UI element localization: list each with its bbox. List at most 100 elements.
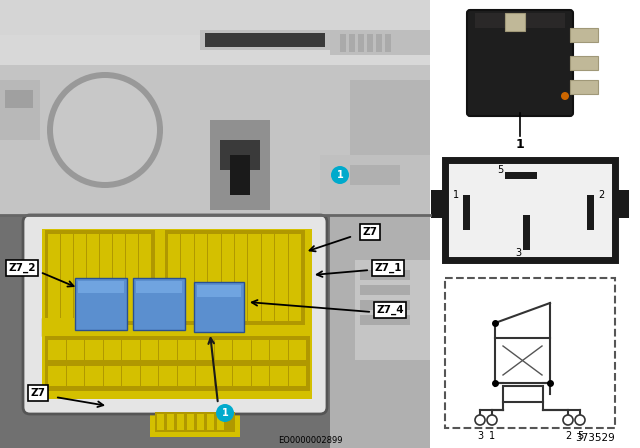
Bar (615, 190, 629, 218)
Bar (367, 34, 373, 52)
Bar (207, 414, 214, 430)
Bar (141, 366, 158, 386)
Bar (122, 366, 140, 386)
Bar (270, 366, 287, 386)
Bar (445, 278, 615, 428)
FancyBboxPatch shape (23, 215, 327, 414)
Bar (85, 366, 102, 386)
Text: 2: 2 (598, 190, 604, 200)
Circle shape (216, 404, 234, 422)
Text: 3: 3 (477, 431, 483, 441)
Bar (475, 13, 565, 28)
Circle shape (75, 100, 135, 160)
Bar (210, 120, 270, 210)
Bar (0, 0, 430, 40)
Bar (5, 90, 33, 108)
Bar (78, 281, 124, 293)
Bar (505, 13, 525, 31)
Bar (221, 234, 234, 321)
Text: Z7_4: Z7_4 (376, 305, 404, 315)
Circle shape (53, 78, 157, 182)
Bar (48, 234, 60, 321)
Bar (104, 340, 121, 360)
Bar (75, 278, 127, 330)
Bar (67, 366, 84, 386)
Bar (233, 340, 250, 360)
Text: 1: 1 (453, 190, 459, 200)
Bar (100, 234, 112, 321)
Bar (177, 340, 195, 360)
Bar (252, 340, 269, 360)
Circle shape (97, 122, 113, 138)
Bar (233, 366, 250, 386)
Bar (360, 270, 410, 280)
Bar (360, 315, 410, 325)
Bar (330, 215, 430, 448)
Bar (275, 234, 287, 321)
Bar (355, 260, 430, 360)
Bar (360, 300, 410, 310)
Text: 373529: 373529 (575, 433, 615, 443)
Text: 1: 1 (221, 408, 228, 418)
Bar (74, 234, 86, 321)
Bar (505, 172, 537, 179)
Bar (42, 318, 87, 336)
Bar (167, 414, 174, 430)
Circle shape (63, 88, 147, 172)
Circle shape (563, 415, 573, 425)
Bar (570, 56, 598, 70)
Bar (570, 80, 598, 94)
Text: Z7: Z7 (362, 227, 378, 237)
Bar (376, 34, 382, 52)
Bar (48, 366, 65, 386)
Bar (385, 34, 391, 52)
Bar (181, 234, 194, 321)
Circle shape (561, 92, 569, 100)
Bar (570, 28, 598, 42)
Bar (0, 35, 430, 65)
Bar (42, 229, 312, 399)
Bar (350, 165, 400, 185)
Bar (126, 234, 138, 321)
Circle shape (47, 72, 163, 188)
Circle shape (93, 118, 117, 142)
Bar (445, 160, 615, 260)
Bar (587, 195, 594, 230)
Bar (165, 230, 305, 325)
Bar (168, 234, 180, 321)
Bar (214, 340, 232, 360)
Bar (159, 366, 177, 386)
Circle shape (331, 166, 349, 184)
Bar (523, 215, 530, 250)
Text: 5: 5 (497, 165, 503, 175)
Bar (85, 340, 102, 360)
Circle shape (475, 415, 485, 425)
Text: Z7_1: Z7_1 (374, 263, 402, 273)
Bar (340, 34, 346, 52)
Bar (141, 340, 158, 360)
Bar (196, 340, 214, 360)
Text: 5: 5 (577, 431, 583, 441)
Bar (320, 155, 430, 215)
Bar (75, 278, 127, 330)
Bar (133, 278, 185, 330)
Bar (208, 234, 221, 321)
Bar (177, 414, 184, 430)
Bar (217, 414, 224, 430)
Bar (0, 0, 430, 215)
Bar (155, 412, 235, 432)
Circle shape (575, 415, 585, 425)
Bar (136, 281, 182, 293)
Bar (45, 230, 155, 325)
Bar (60, 320, 66, 334)
Bar (44, 320, 50, 334)
Bar (200, 30, 330, 50)
Bar (133, 278, 185, 330)
Bar (289, 340, 306, 360)
Bar (503, 386, 543, 402)
Bar (157, 414, 164, 430)
Bar (52, 320, 58, 334)
Text: 1: 1 (337, 170, 344, 180)
Text: Z7: Z7 (31, 388, 45, 398)
Bar (194, 282, 244, 332)
